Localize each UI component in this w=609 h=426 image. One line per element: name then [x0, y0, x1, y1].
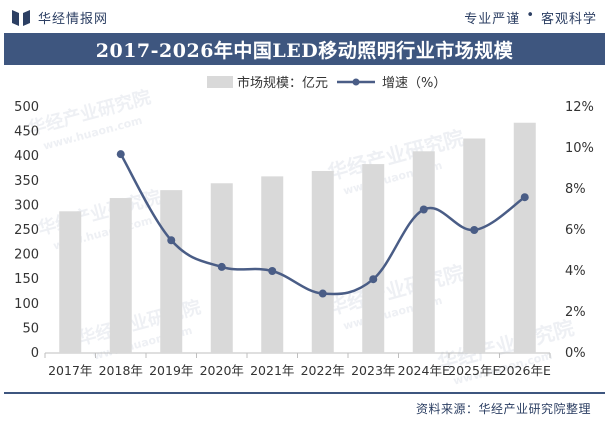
y-left-tick-label: 0 — [31, 346, 39, 361]
growth-point — [470, 226, 479, 234]
y-left-tick-label: 500 — [14, 100, 39, 115]
footer-divider — [4, 392, 605, 394]
legend-bar-label: 市场规模：亿元 — [237, 75, 328, 91]
bar — [59, 211, 82, 353]
source-note: 资料来源：华经产业研究院整理 — [415, 402, 591, 416]
y-right-tick-label: 8% — [565, 182, 586, 197]
y-left-tick-label: 350 — [14, 174, 39, 189]
bar — [311, 170, 334, 353]
growth-point — [369, 275, 378, 284]
y-right-tick-label: 4% — [565, 264, 586, 279]
x-tick-label: 2026年E — [499, 363, 551, 378]
brand-name: 华经情报网 — [38, 12, 109, 27]
y-left-tick-label: 100 — [14, 297, 39, 312]
y-left-tick-label: 150 — [14, 272, 39, 287]
x-tick-label: 2025年E — [448, 363, 500, 378]
slogan: 专业严谨 • 客观科学 — [464, 8, 597, 27]
x-tick-label: 2020年 — [200, 363, 244, 378]
x-tick-label: 2024年E — [398, 363, 450, 378]
chart-title: 2017-2026年中国LED移动照明行业市场规模 — [95, 39, 514, 62]
top-bar: 华经情报网 专业严谨 • 客观科学 — [0, 0, 609, 33]
y-left-tick-label: 50 — [22, 321, 39, 336]
growth-point — [217, 262, 226, 271]
bar — [463, 138, 486, 353]
x-tick-label: 2018年 — [99, 363, 143, 378]
y-left-tick-label: 250 — [14, 223, 39, 238]
x-tick-label: 2021年 — [250, 363, 294, 378]
legend-line-label: 增速（%） — [382, 76, 446, 91]
y-left-tick-label: 400 — [14, 149, 39, 164]
x-tick-label: 2023年 — [351, 363, 395, 378]
bars — [59, 122, 536, 353]
growth-line — [116, 150, 529, 298]
x-tick-label: 2017年 — [48, 363, 92, 378]
x-tick-label: 2019年 — [149, 363, 193, 378]
bar — [412, 151, 435, 353]
y-right-tick-label: 0% — [565, 346, 586, 361]
bar — [261, 176, 284, 353]
y-left-tick-label: 450 — [14, 125, 39, 140]
title-bar: 2017-2026年中国LED移动照明行业市场规模 — [4, 33, 605, 65]
y-right-tick-label: 10% — [565, 141, 594, 156]
y-right-tick-label: 12% — [565, 100, 594, 115]
legend: 市场规模：亿元 增速（%） — [207, 75, 446, 91]
y-left-tick-label: 200 — [14, 248, 39, 263]
y-left-tick-label: 300 — [14, 198, 39, 213]
growth-point — [520, 193, 529, 202]
legend-line-marker — [352, 78, 360, 86]
growth-point — [167, 236, 176, 245]
legend-bar-swatch — [207, 76, 233, 88]
growth-point — [116, 150, 125, 159]
bar — [513, 122, 536, 353]
footer: 资料来源：华经产业研究院整理 — [0, 392, 609, 426]
x-tick-labels: 2017年 2018年 2019年 2020年 2021年 2022年 2023年 2024年… — [48, 363, 551, 378]
slogan-separator: • — [526, 8, 535, 23]
y-right-tick-label: 2% — [565, 305, 586, 320]
x-tick-label: 2022年 — [301, 363, 345, 378]
bar — [109, 198, 132, 353]
brand: 华经情报网 — [12, 8, 108, 27]
chart: 华经产业研究院 www.huaon.com 华经产业研究院 www.huaon.com… — [0, 65, 609, 390]
growth-point — [419, 205, 428, 214]
slogan-part2: 客观科学 — [540, 12, 597, 27]
growth-point — [268, 267, 277, 275]
slogan-part1: 专业严谨 — [464, 12, 521, 27]
bar — [362, 164, 385, 353]
bar — [160, 190, 183, 353]
y-right-tick-label: 6% — [565, 223, 586, 238]
logo-icon — [12, 9, 30, 26]
growth-point — [318, 289, 327, 298]
